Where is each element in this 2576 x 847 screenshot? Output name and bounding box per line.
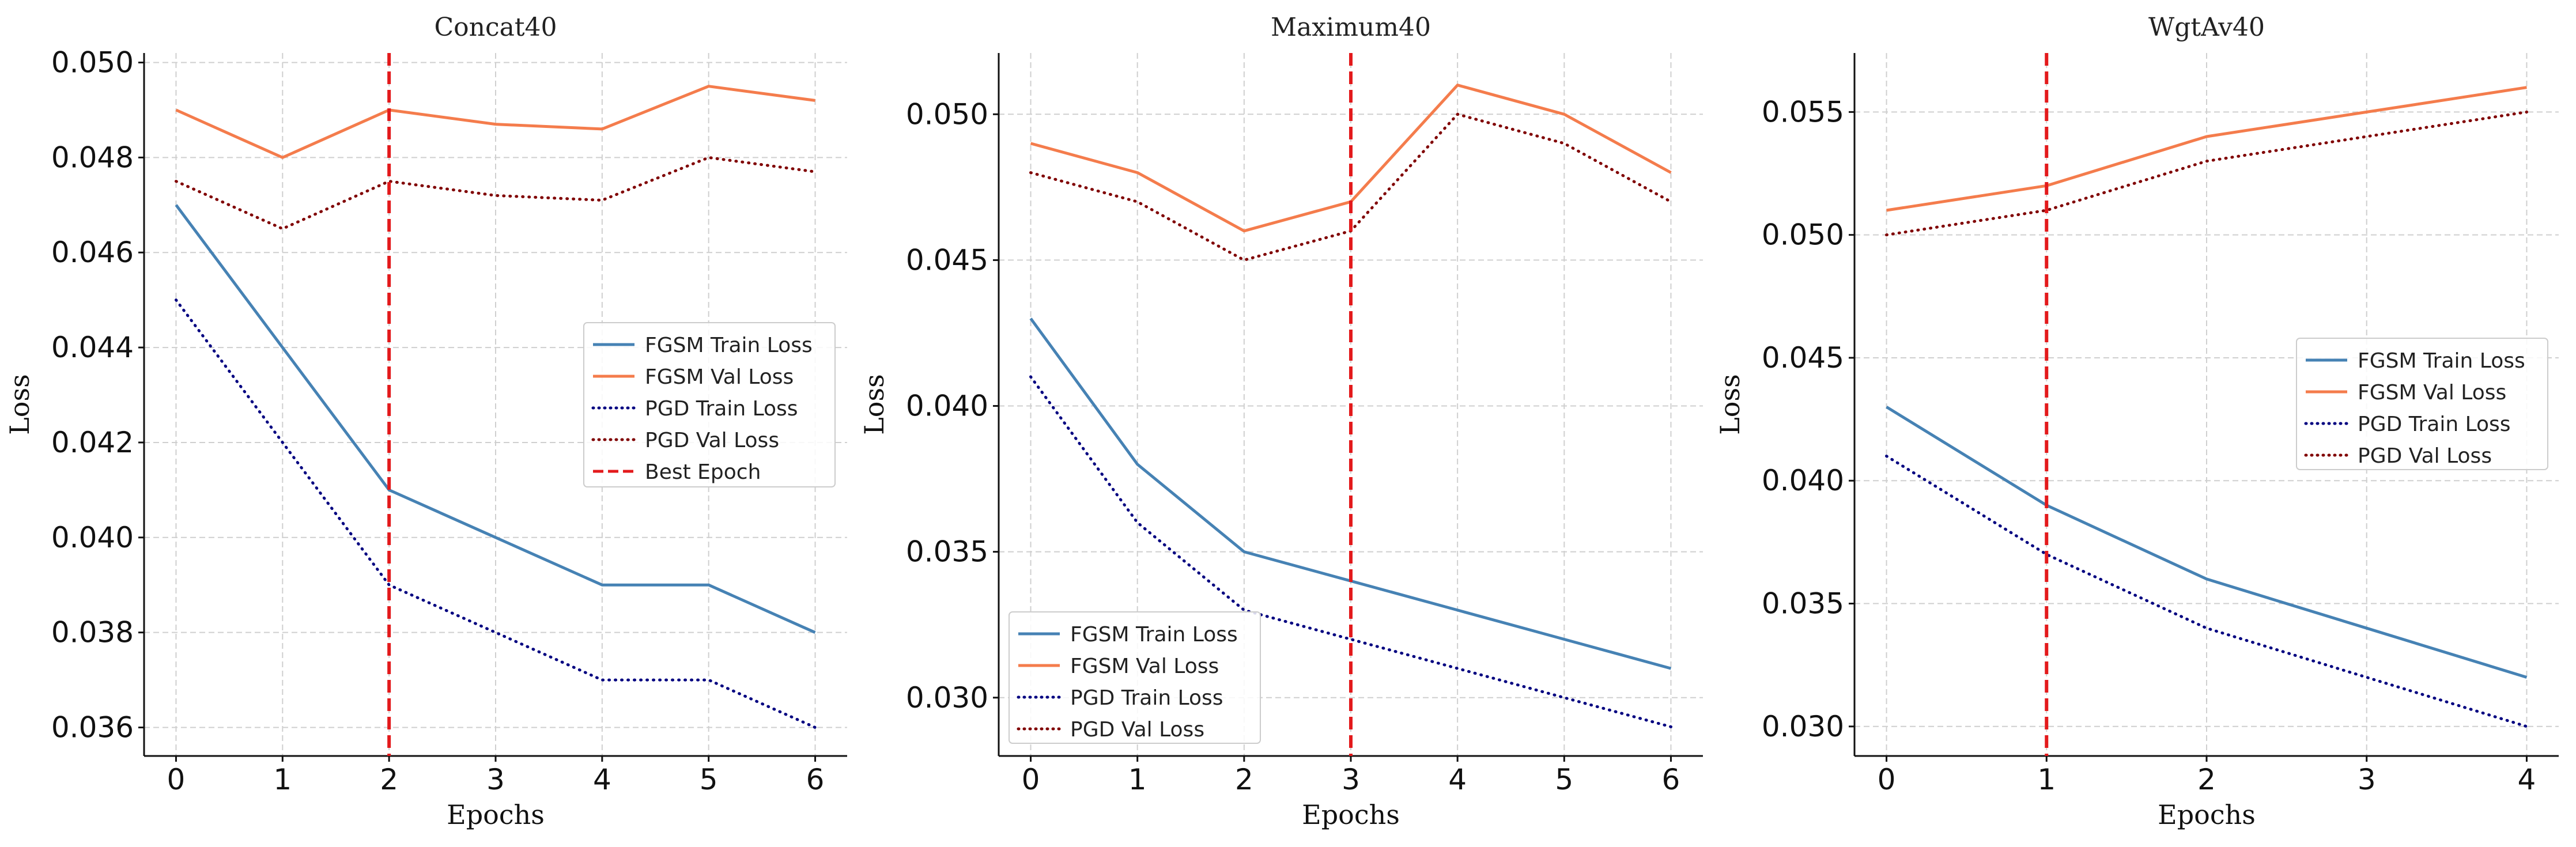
series-line-pgd-val-loss bbox=[1885, 110, 2528, 237]
legend-box bbox=[583, 322, 836, 487]
legend: FGSM Train Loss FGSM Val Loss PGD Train Lo… bbox=[1009, 611, 1261, 744]
legend: FGSM Train Loss FGSM Val Loss PGD Train Lo… bbox=[2296, 338, 2548, 470]
x-tick-label: 2 bbox=[2197, 763, 2216, 796]
x-tick-label: 1 bbox=[273, 763, 292, 796]
y-tick-label: 0.045 bbox=[1762, 341, 1844, 375]
legend-label: FGSM Train Loss bbox=[2358, 349, 2525, 373]
y-tick-label: 0.030 bbox=[906, 681, 988, 714]
x-axis-label: Epochs bbox=[447, 799, 545, 830]
legend-box bbox=[2296, 338, 2548, 470]
legend-label: PGD Val Loss bbox=[2358, 444, 2492, 468]
series-line-fgsm-val-loss bbox=[1886, 86, 2527, 212]
legend-box bbox=[1009, 611, 1261, 744]
x-tick-label: 1 bbox=[2037, 763, 2056, 796]
x-tick-label: 1 bbox=[1128, 763, 1147, 796]
y-tick-label: 0.035 bbox=[1762, 587, 1844, 621]
x-tick-label: 6 bbox=[1662, 763, 1680, 796]
y-tick-label: 0.036 bbox=[51, 711, 134, 744]
series-line-pgd-train-loss bbox=[175, 298, 817, 729]
legend-label: FGSM Val Loss bbox=[1070, 655, 1219, 678]
series-line-fgsm-train-loss bbox=[175, 204, 816, 634]
x-tick-label: 2 bbox=[380, 763, 398, 796]
legend-label: FGSM Val Loss bbox=[645, 365, 794, 389]
x-tick-label: 4 bbox=[593, 763, 611, 796]
x-tick-label: 0 bbox=[167, 763, 186, 796]
y-tick-label: 0.040 bbox=[906, 390, 988, 423]
chart-panel-2: 0 1 2 3 4 5 6 0.030 0.035 0.040 0.045 0.050 Maximum4… bbox=[859, 13, 1703, 830]
x-tick-label: 5 bbox=[1555, 763, 1573, 796]
y-tick-label: 0.030 bbox=[1762, 710, 1844, 743]
y-tick-label: 0.042 bbox=[51, 426, 134, 459]
series-line-fgsm-train-loss bbox=[1886, 406, 2528, 679]
y-tick-label: 0.040 bbox=[1762, 464, 1844, 497]
legend-label: FGSM Train Loss bbox=[645, 334, 813, 357]
y-tick-label: 0.050 bbox=[51, 46, 134, 79]
legend-label: PGD Val Loss bbox=[1070, 718, 1204, 742]
legend-label: PGD Train Loss bbox=[645, 397, 798, 421]
legend: FGSM Train Loss FGSM Val Loss PGD Train Lo… bbox=[583, 322, 836, 487]
y-tick-label: 0.048 bbox=[51, 141, 134, 174]
x-tick-label: 3 bbox=[486, 763, 505, 796]
series-line-fgsm-val-loss bbox=[175, 85, 815, 159]
chart-panel-3: 0 1 2 3 4 0.030 0.035 0.040 0.045 0.050 0.055 WgtAv… bbox=[1717, 13, 2559, 830]
legend-label: PGD Train Loss bbox=[2358, 413, 2511, 436]
y-tick-label: 0.040 bbox=[51, 521, 134, 554]
y-tick-label: 0.050 bbox=[906, 97, 988, 131]
x-tick-label: 0 bbox=[1878, 763, 1896, 796]
y-axis-label: Loss bbox=[1717, 374, 1746, 434]
x-tick-label: 6 bbox=[806, 763, 825, 796]
x-tick-label: 5 bbox=[700, 763, 718, 796]
y-tick-label: 0.050 bbox=[1762, 218, 1844, 252]
y-tick-label: 0.035 bbox=[906, 535, 988, 569]
legend-label: FGSM Val Loss bbox=[2358, 381, 2506, 404]
x-axis-label: Epochs bbox=[1302, 799, 1400, 830]
legend-label: PGD Val Loss bbox=[645, 429, 779, 452]
legend-label: FGSM Train Loss bbox=[1070, 623, 1238, 646]
legend-label: PGD Train Loss bbox=[1070, 686, 1223, 710]
x-tick-label: 3 bbox=[2358, 763, 2376, 796]
legend-label: Best Epoch bbox=[645, 460, 761, 484]
y-tick-label: 0.038 bbox=[51, 616, 134, 649]
x-tick-label: 0 bbox=[1022, 763, 1040, 796]
y-axis-label: Loss bbox=[4, 374, 35, 434]
chart-title: Concat40 bbox=[434, 13, 557, 42]
y-tick-label: 0.045 bbox=[906, 243, 988, 277]
y-axis-label: Loss bbox=[859, 374, 890, 434]
y-tick-label: 0.055 bbox=[1762, 95, 1844, 128]
chart-title: Maximum40 bbox=[1271, 13, 1431, 42]
chart-panel-1: 0 1 2 3 4 5 6 0.036 0.038 0.040 0.042 0.044 0.046 0.0… bbox=[4, 13, 847, 830]
x-tick-label: 4 bbox=[2518, 763, 2536, 796]
x-axis-label: Epochs bbox=[2158, 799, 2256, 830]
x-tick-label: 4 bbox=[1448, 763, 1467, 796]
chart-title: WgtAv40 bbox=[2148, 13, 2265, 42]
y-tick-label: 0.044 bbox=[51, 331, 134, 364]
x-tick-label: 2 bbox=[1235, 763, 1253, 796]
y-tick-label: 0.046 bbox=[51, 236, 134, 269]
x-tick-label: 3 bbox=[1342, 763, 1360, 796]
